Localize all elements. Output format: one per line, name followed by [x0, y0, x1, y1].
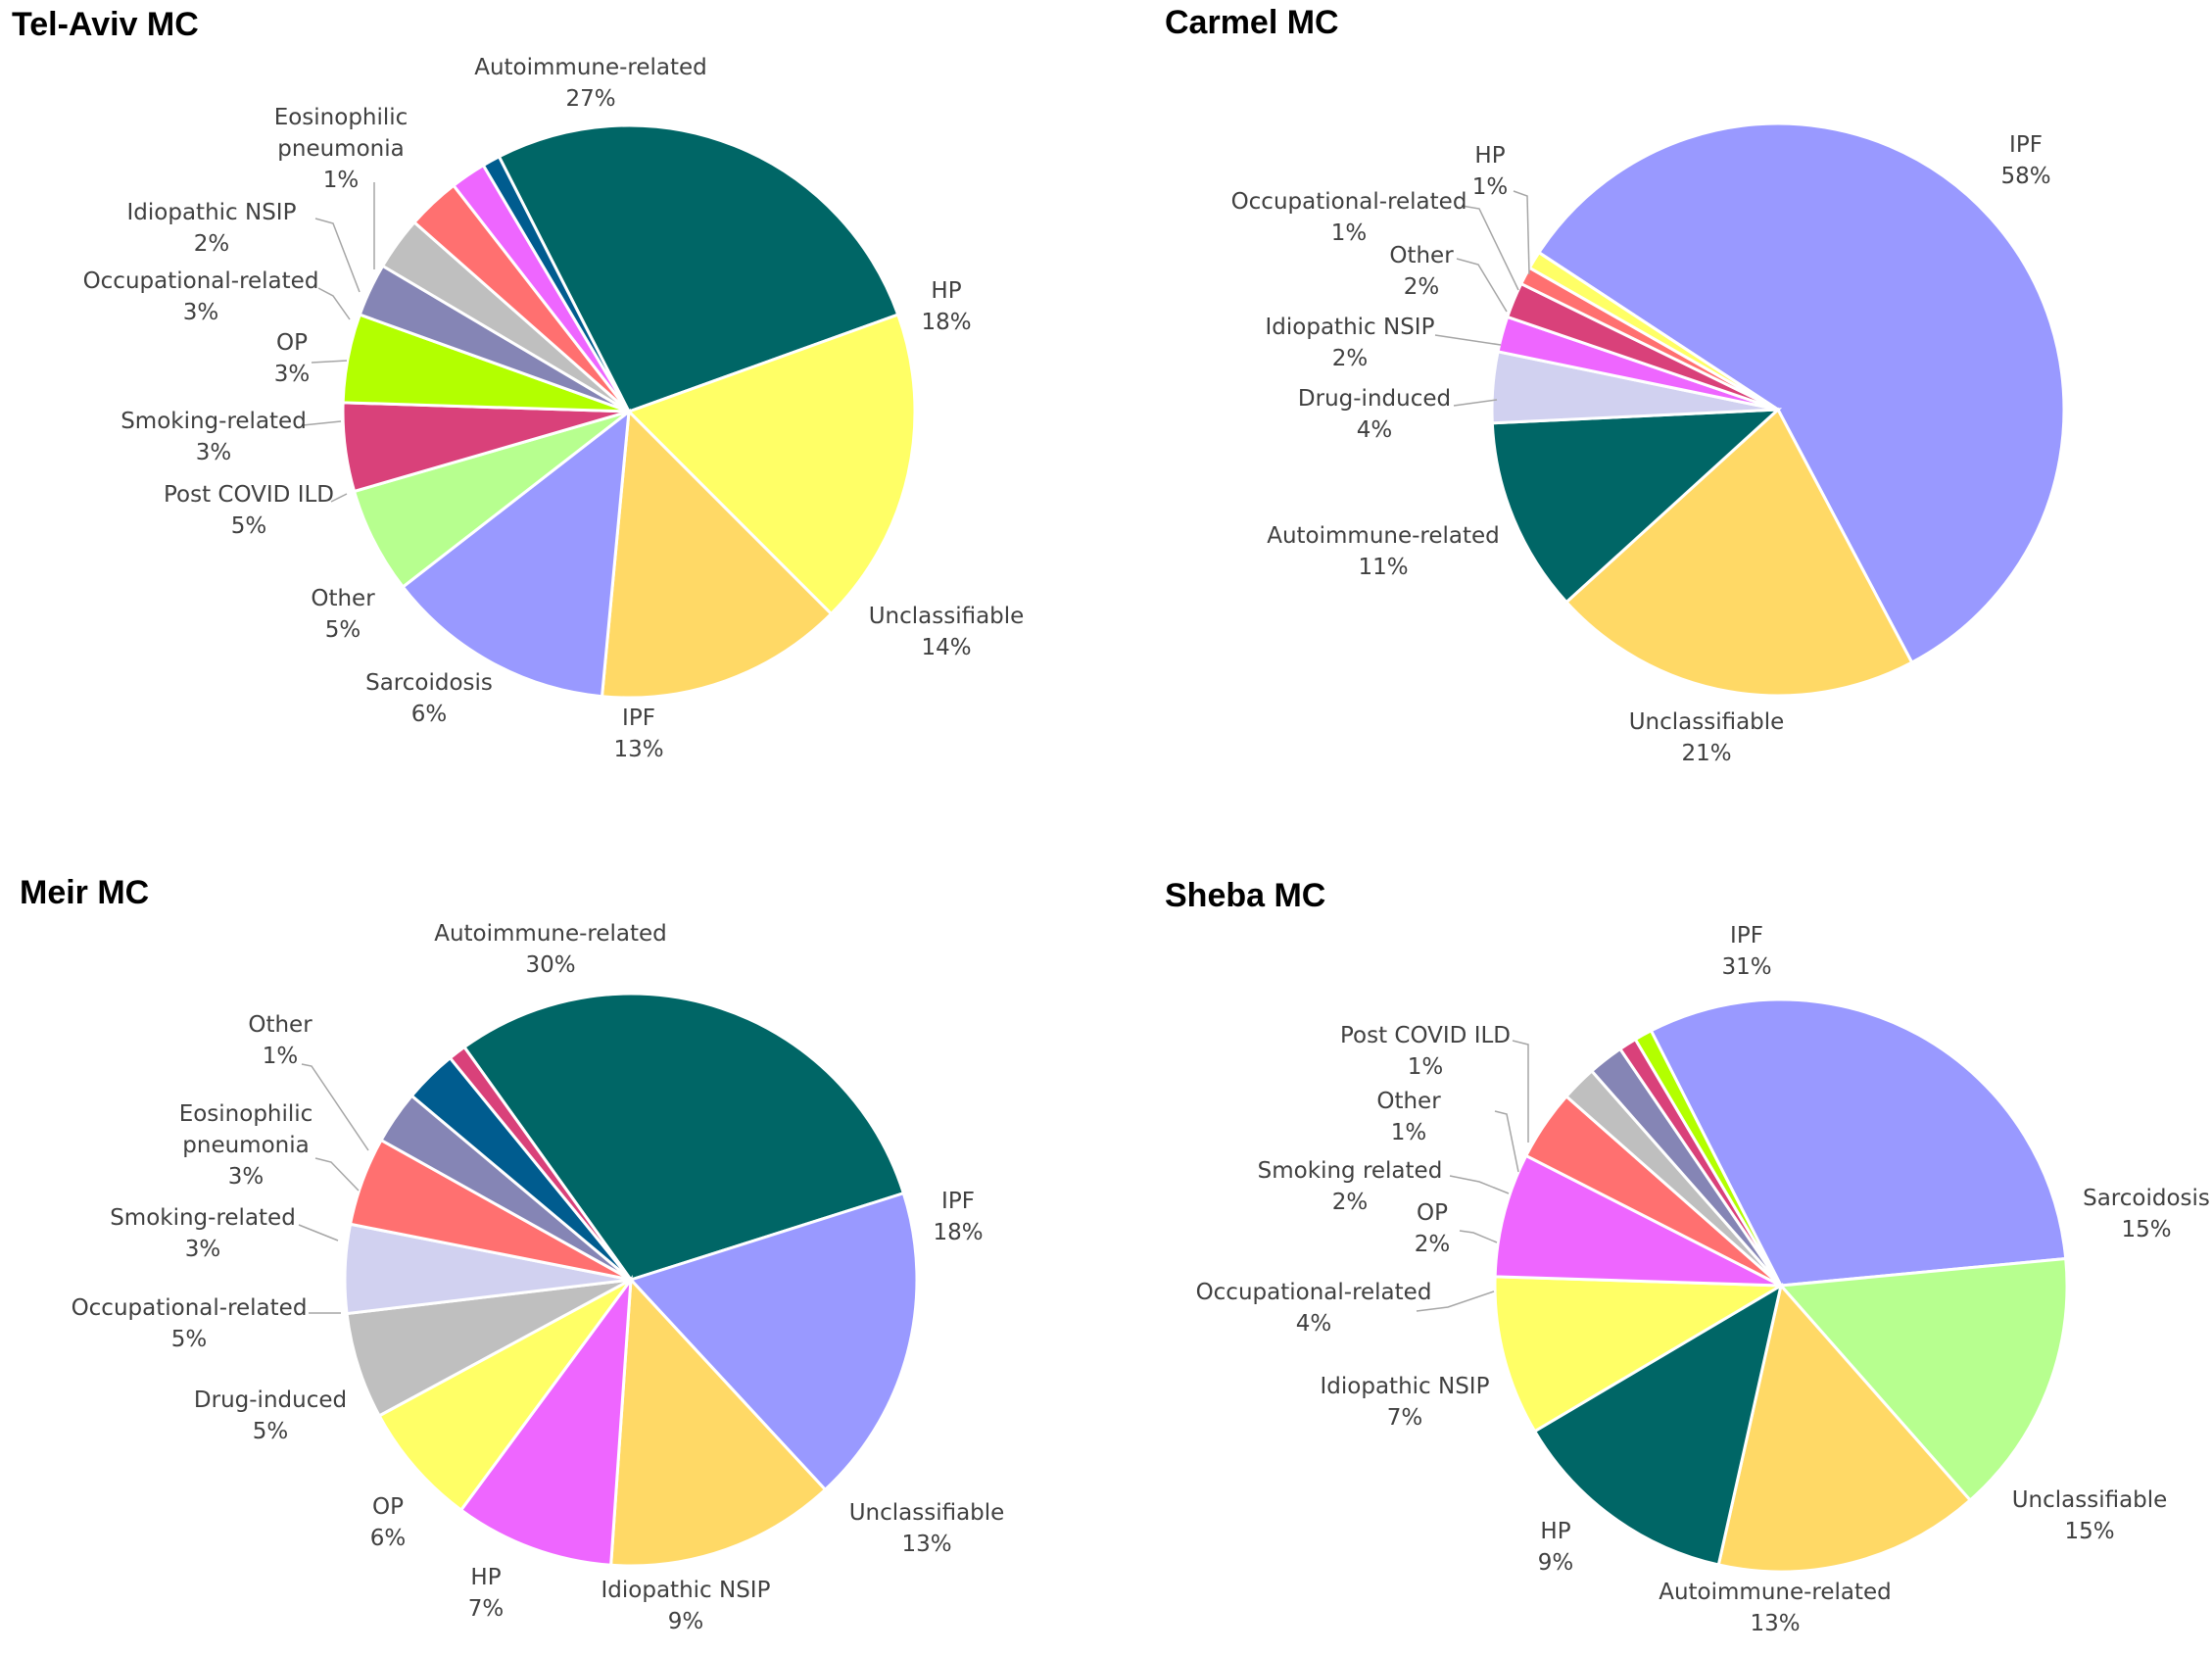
pie-slice-ipf — [1649, 998, 2068, 1288]
leader-line — [1449, 1175, 1510, 1194]
data-label: Post COVID ILD 1% — [1340, 1023, 1511, 1080]
pie-slice-idiopathic-nsip — [1493, 1153, 1782, 1288]
data-label: Autoimmune-related 27% — [474, 55, 707, 112]
pie-chart-meir: Meir MC Autoimmune-related 30% IPF 18% Uncla… — [20, 874, 1004, 1634]
leader-line — [301, 1063, 369, 1151]
data-label: Drug-induced 4% — [1298, 386, 1451, 443]
data-label: Autoimmune-related 11% — [1267, 523, 1500, 580]
pie-slice-ipf — [628, 1191, 919, 1492]
data-label: Smoking related 2% — [1258, 1158, 1443, 1215]
data-label: Idiopathic NSIP 2% — [1266, 315, 1435, 371]
pie-slice-unclassifiable — [1563, 407, 1914, 698]
data-label: Idiopathic NSIP 2% — [127, 200, 297, 257]
data-label: Other 1% — [248, 1012, 313, 1069]
pie-slice-unclassifiable — [609, 1276, 828, 1568]
data-label: Smoking-related 3% — [120, 409, 307, 465]
leader-line — [1494, 1110, 1519, 1173]
leader-line — [298, 1224, 339, 1241]
pie-slice-other — [448, 1045, 633, 1281]
data-label: Other 1% — [1376, 1089, 1441, 1145]
leader-line — [1434, 334, 1502, 346]
data-label: HP 9% — [1538, 1519, 1574, 1576]
data-label: Smoking-related 3% — [110, 1205, 296, 1262]
data-label: Unclassifiable 14% — [869, 604, 1025, 660]
pie-slice-autoimmune-related — [1490, 408, 1783, 605]
pie-slice-eosinophilic-pneumonia — [481, 154, 631, 413]
data-label: Unclassifiable 21% — [1629, 709, 1785, 766]
data-label: IPF 31% — [1721, 923, 1771, 980]
data-label: Post COVID ILD 5% — [164, 482, 334, 539]
leader-line — [1461, 205, 1519, 291]
leader-line — [1459, 1230, 1498, 1243]
pie-slice-ipf — [401, 408, 631, 699]
data-label: HP 1% — [1472, 143, 1509, 200]
data-label: Occupational-related 3% — [83, 268, 319, 325]
leader-line — [1513, 190, 1530, 275]
leader-line — [330, 493, 348, 503]
pie-chart-sheba: Sheba MC IPF 31% Sarcoidosis 15% Unclassifia… — [1165, 877, 2210, 1636]
leader-line — [1456, 258, 1508, 313]
data-label: Idiopathic NSIP 9% — [601, 1578, 771, 1634]
data-label: IPF 58% — [2000, 132, 2050, 189]
pie-slice-unclassifiable — [1716, 1282, 1973, 1574]
pie-chart-carmel: Carmel MC IPF 58% Unclassifiable 21% Autoimm… — [1165, 4, 2066, 766]
leader-line — [1453, 399, 1498, 407]
data-label: Unclassifiable 15% — [2012, 1487, 2168, 1544]
data-label: Eosinophilic pneumonia 3% — [179, 1101, 313, 1190]
pie-chart-tel-aviv: Tel-Aviv MC Autoimmune-related 27% HP 18% Un… — [12, 6, 1024, 762]
data-label: Autoimmune-related 13% — [1659, 1580, 1892, 1636]
pie-slice-ipf — [1536, 122, 2066, 665]
leader-line — [317, 287, 351, 320]
leader-line — [1512, 1040, 1529, 1143]
leader-line — [314, 1157, 360, 1192]
chart-title: Meir MC — [20, 874, 149, 911]
data-label: OP 2% — [1415, 1200, 1451, 1257]
data-label: Other 5% — [311, 586, 375, 643]
data-label: HP 18% — [921, 278, 971, 335]
data-label: Autoimmune-related 30% — [434, 921, 667, 978]
chart-title: Sheba MC — [1165, 877, 1325, 914]
leader-line — [1416, 1290, 1495, 1312]
pie-slice-sarcoidosis — [1777, 1256, 2069, 1503]
data-label: Drug-induced 5% — [194, 1387, 347, 1444]
data-label: OP 3% — [274, 330, 311, 387]
pie-slice-hp — [377, 1278, 633, 1513]
pie-slice-autoimmune-related — [461, 992, 906, 1282]
leader-line — [314, 218, 361, 293]
leader-line — [311, 360, 348, 364]
chart-title: Tel-Aviv MC — [12, 6, 199, 43]
data-label: IPF 18% — [933, 1189, 983, 1245]
data-label: Idiopathic NSIP 7% — [1321, 1374, 1490, 1431]
pie-slice-hp — [626, 313, 917, 616]
data-label: HP 7% — [468, 1565, 505, 1622]
pie-slice-hp — [1493, 1275, 1787, 1434]
pie-slice-autoimmune-related — [497, 123, 900, 414]
pie-slice-post-covid-ild — [1633, 1028, 1783, 1287]
pie-slice-autoimmune-related — [1532, 1282, 1784, 1567]
data-label: Unclassifiable 13% — [849, 1500, 1005, 1557]
data-label: Other 2% — [1389, 243, 1454, 300]
pie-slice-idiopathic-nsip — [458, 1274, 633, 1567]
data-label: Occupational-related 5% — [72, 1295, 308, 1352]
data-label: IPF 13% — [613, 706, 663, 762]
pie-slice-unclassifiable — [600, 408, 834, 700]
data-label: Occupational-related 1% — [1231, 189, 1467, 246]
data-label: Occupational-related 4% — [1196, 1280, 1432, 1337]
chart-title: Carmel MC — [1165, 4, 1339, 41]
data-label: Sarcoidosis 6% — [365, 670, 493, 727]
data-label: Sarcoidosis 15% — [2083, 1186, 2210, 1242]
data-label: Eosinophilic pneumonia 1% — [274, 105, 409, 193]
leader-line — [302, 420, 342, 426]
data-label: OP 6% — [370, 1494, 407, 1551]
